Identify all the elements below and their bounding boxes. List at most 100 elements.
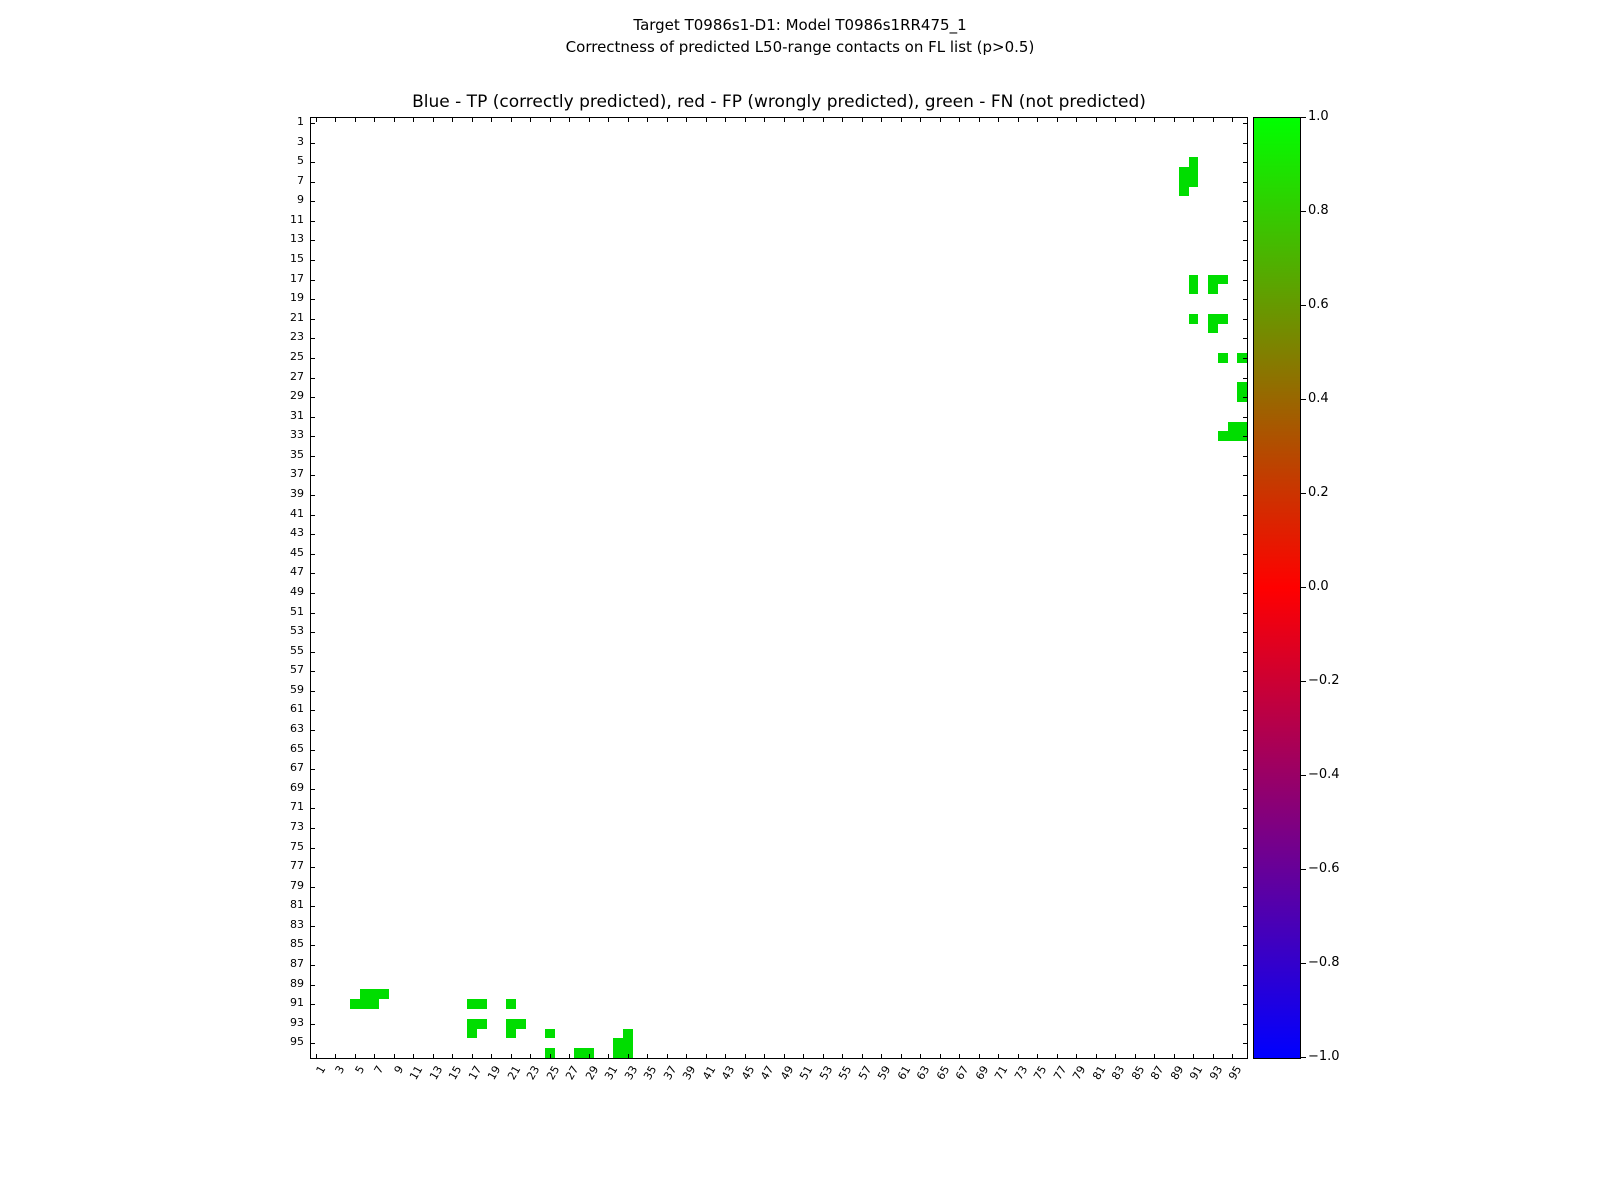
y-tick-mark (1243, 965, 1247, 966)
y-tick-label: 53 (290, 624, 304, 638)
y-tick-label: 77 (290, 859, 304, 873)
x-tick-mark (822, 118, 824, 122)
fn-cell (506, 1018, 516, 1029)
colorbar-tick-mark (1301, 399, 1306, 400)
fn-cell (545, 1028, 555, 1039)
y-tick-label: 69 (290, 780, 304, 794)
x-tick-mark (335, 1054, 337, 1058)
fn-cell (515, 1018, 526, 1029)
y-tick-mark (1243, 553, 1247, 555)
y-tick-mark (311, 279, 315, 281)
colorbar-tick-label: −0.4 (1308, 767, 1340, 782)
x-tick-label: 23 (524, 1063, 543, 1083)
x-tick-label: 51 (797, 1063, 816, 1083)
fn-cell (1188, 157, 1199, 167)
x-tick-label: 93 (1207, 1063, 1226, 1083)
fn-cell (1178, 186, 1189, 197)
x-tick-label: 5 (352, 1063, 368, 1077)
x-tick-mark (744, 1054, 746, 1058)
fn-cell (623, 1028, 633, 1039)
y-tick-label: 65 (290, 741, 304, 755)
colorbar-tick-label: −0.2 (1308, 673, 1340, 688)
x-tick-label: 63 (914, 1063, 933, 1083)
colorbar-tick-label: 0.8 (1308, 203, 1329, 218)
x-tick-mark (666, 1054, 668, 1058)
y-tick-mark (1243, 867, 1247, 869)
fn-cell (467, 1028, 477, 1039)
y-tick-mark (311, 769, 315, 771)
x-tick-label: 91 (1187, 1063, 1206, 1083)
y-tick-mark (1243, 808, 1247, 810)
x-tick-mark (842, 1054, 844, 1058)
colorbar-tick-mark (1301, 117, 1306, 118)
colorbar-tick-mark (1301, 211, 1306, 212)
x-tick-label: 7 (372, 1063, 387, 1077)
y-tick-label: 19 (290, 291, 304, 305)
x-tick-mark (744, 118, 746, 122)
fn-cell (1217, 353, 1228, 363)
x-tick-label: 77 (1051, 1063, 1070, 1083)
y-tick-label: 21 (290, 310, 304, 324)
colorbar-tick-label: 1.0 (1308, 109, 1329, 124)
x-tick-mark (725, 118, 727, 122)
y-tick-label: 45 (290, 545, 304, 559)
y-tick-mark (311, 573, 315, 575)
x-tick-mark (647, 1054, 649, 1058)
fn-cell (623, 1048, 633, 1058)
fn-cell (359, 999, 370, 1010)
y-tick-label: 95 (290, 1035, 304, 1049)
y-tick-mark (1243, 377, 1247, 379)
x-tick-label: 39 (680, 1063, 699, 1083)
fn-cell (369, 999, 380, 1010)
colorbar-tick-label: −0.8 (1308, 955, 1340, 970)
x-tick-mark (881, 118, 883, 122)
y-tick-mark (1243, 847, 1247, 849)
y-tick-mark (1243, 710, 1247, 712)
colorbar-tick-label: −1.0 (1308, 1049, 1340, 1064)
y-tick-mark (1243, 671, 1247, 673)
y-tick-label: 7 (297, 173, 304, 187)
y-tick-mark (311, 592, 315, 594)
x-tick-label: 31 (602, 1063, 621, 1083)
y-tick-label: 89 (290, 976, 304, 990)
x-tick-label: 71 (992, 1063, 1011, 1083)
x-tick-label: 89 (1168, 1063, 1187, 1083)
x-tick-label: 9 (391, 1063, 407, 1077)
y-tick-mark (311, 455, 315, 457)
x-tick-mark (1076, 1054, 1078, 1058)
x-tick-mark (315, 1054, 317, 1058)
y-tick-mark (1243, 220, 1247, 222)
x-tick-mark (413, 1054, 415, 1058)
y-tick-mark (1243, 925, 1247, 927)
y-tick-mark (1243, 357, 1247, 359)
y-tick-mark (1243, 162, 1247, 164)
x-tick-mark (1115, 1054, 1117, 1058)
y-tick-label: 35 (290, 447, 304, 461)
x-tick-label: 53 (817, 1063, 836, 1083)
y-tick-label: 91 (290, 996, 304, 1010)
y-tick-mark (1243, 318, 1247, 320)
x-tick-mark (452, 118, 454, 122)
fn-cell (613, 1038, 623, 1049)
x-tick-label: 35 (641, 1063, 660, 1083)
x-tick-mark (315, 118, 317, 122)
x-tick-label: 29 (583, 1063, 602, 1083)
fn-cell (1178, 176, 1189, 187)
y-tick-label: 79 (290, 878, 304, 892)
colorbar-tick-mark (1301, 305, 1306, 306)
x-tick-label: 33 (622, 1063, 641, 1083)
y-tick-mark (1243, 240, 1247, 242)
x-tick-mark (1193, 1054, 1195, 1058)
y-tick-mark (311, 1004, 315, 1006)
y-tick-mark (311, 710, 315, 712)
fn-cell (545, 1048, 555, 1058)
fn-cell (1237, 382, 1247, 393)
x-tick-mark (627, 118, 629, 122)
fn-cell (379, 989, 389, 1000)
y-tick-mark (311, 827, 315, 829)
x-tick-mark (1037, 118, 1039, 122)
x-tick-mark (939, 118, 941, 122)
x-tick-label: 87 (1148, 1063, 1167, 1083)
y-tick-mark (311, 397, 315, 399)
y-tick-mark (1243, 651, 1247, 653)
